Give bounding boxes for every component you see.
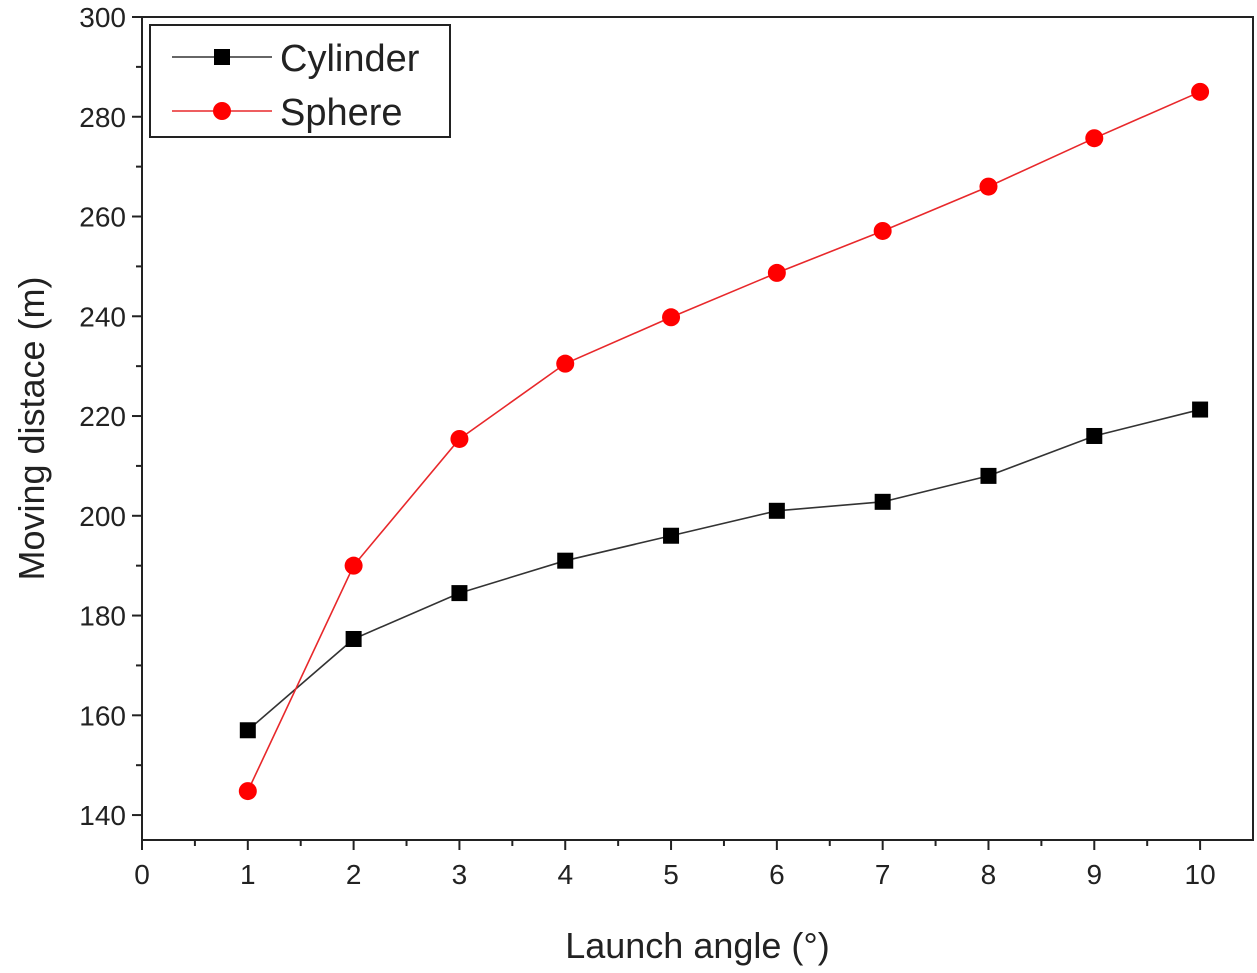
sphere-line — [247, 91, 1201, 792]
sphere-point — [238, 782, 257, 801]
x-tick-label: 2 — [346, 859, 362, 890]
y-tick-label: 300 — [79, 2, 126, 33]
cylinder-point — [239, 722, 256, 739]
legend-item-cylinder: Cylinder — [172, 38, 420, 80]
y-tick-label: 260 — [79, 202, 126, 233]
y-tick-label: 280 — [79, 102, 126, 133]
cylinder-point — [345, 630, 362, 647]
series-sphere — [238, 82, 1210, 801]
x-tick-label: 7 — [875, 859, 891, 890]
sphere-point — [662, 308, 681, 327]
cylinder-point — [980, 467, 997, 484]
legend-box — [149, 24, 451, 138]
y-tick-label: 240 — [79, 301, 126, 332]
legend-item-sphere: Sphere — [172, 92, 403, 134]
cylinder-point — [1086, 427, 1103, 444]
x-tick-label: 4 — [557, 859, 573, 890]
legend: Cylinder Sphere — [149, 24, 451, 138]
x-tick-label: 9 — [1086, 859, 1102, 890]
legend-label: Sphere — [280, 92, 403, 134]
legend-marker — [214, 49, 230, 65]
axes-layer: 0 1 2 3 4 5 6 7 8 9 10 140 160 180 200 220 240 260 280 300 — [79, 2, 1215, 890]
x-tick-label: 0 — [134, 859, 150, 890]
cylinder-point — [874, 493, 891, 510]
cylinder-point — [663, 527, 680, 544]
sphere-point — [873, 221, 892, 240]
x-axis-title: Launch angle (°) — [565, 925, 830, 966]
sphere-point — [1085, 129, 1104, 148]
cylinder-point — [557, 552, 574, 569]
sphere-point — [979, 177, 998, 196]
x-tick-label: 10 — [1185, 859, 1216, 890]
series-cylinder — [239, 401, 1209, 739]
y-tick-label: 160 — [79, 700, 126, 731]
sphere-point — [556, 354, 575, 373]
series-layer — [238, 82, 1210, 801]
sphere-point — [450, 429, 469, 448]
y-tick-label: 140 — [79, 800, 126, 831]
y-tick-label: 200 — [79, 501, 126, 532]
cylinder-point — [768, 502, 785, 519]
x-tick-label: 3 — [452, 859, 468, 890]
y-tick-label: 220 — [79, 401, 126, 432]
plot-frame — [141, 16, 1254, 841]
y-tick-label: 180 — [79, 601, 126, 632]
y-axis-title: Moving distace (m) — [11, 276, 52, 580]
x-tick-label: 8 — [981, 859, 997, 890]
x-tick-label: 6 — [769, 859, 785, 890]
cylinder-point — [1192, 401, 1209, 418]
sphere-point — [767, 263, 786, 282]
sphere-point — [344, 556, 363, 575]
cylinder-point — [451, 585, 468, 602]
x-tick-label: 1 — [240, 859, 256, 890]
x-tick-label: 5 — [663, 859, 679, 890]
sphere-point — [1191, 82, 1210, 101]
legend-marker — [213, 102, 231, 120]
cylinder-line — [247, 408, 1201, 731]
legend-label: Cylinder — [280, 38, 420, 80]
plot-area — [141, 16, 1254, 841]
